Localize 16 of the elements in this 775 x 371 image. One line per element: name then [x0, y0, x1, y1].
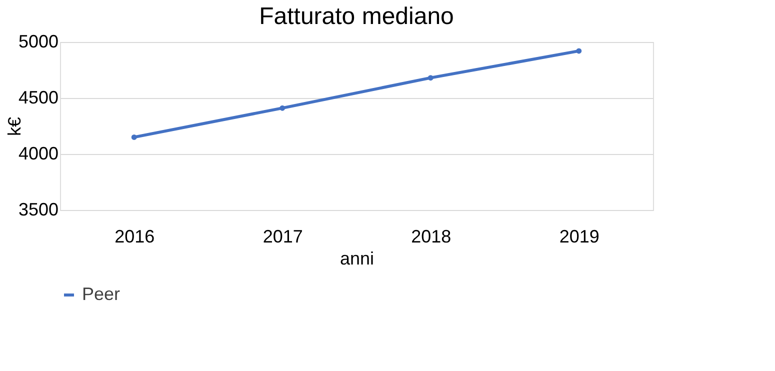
- y-tick-label: 3500: [18, 200, 58, 220]
- point: [131, 134, 137, 140]
- x-tick-label: 2018: [411, 226, 452, 246]
- x-tick-label: 2017: [262, 226, 303, 246]
- y-tick-label: 5000: [18, 32, 58, 52]
- legend-label: Peer: [82, 284, 120, 304]
- x-tick-label: 2019: [559, 226, 600, 246]
- point: [428, 75, 434, 81]
- x-axis-title: anni: [340, 248, 374, 268]
- chart-title: Fatturato mediano: [259, 3, 454, 30]
- y-tick-label: 4500: [18, 88, 58, 108]
- point: [576, 48, 582, 54]
- y-tick-label: 4000: [18, 144, 58, 164]
- y-axis-title: k€: [4, 116, 24, 136]
- point: [280, 105, 286, 111]
- x-tick-label: 2016: [114, 226, 155, 246]
